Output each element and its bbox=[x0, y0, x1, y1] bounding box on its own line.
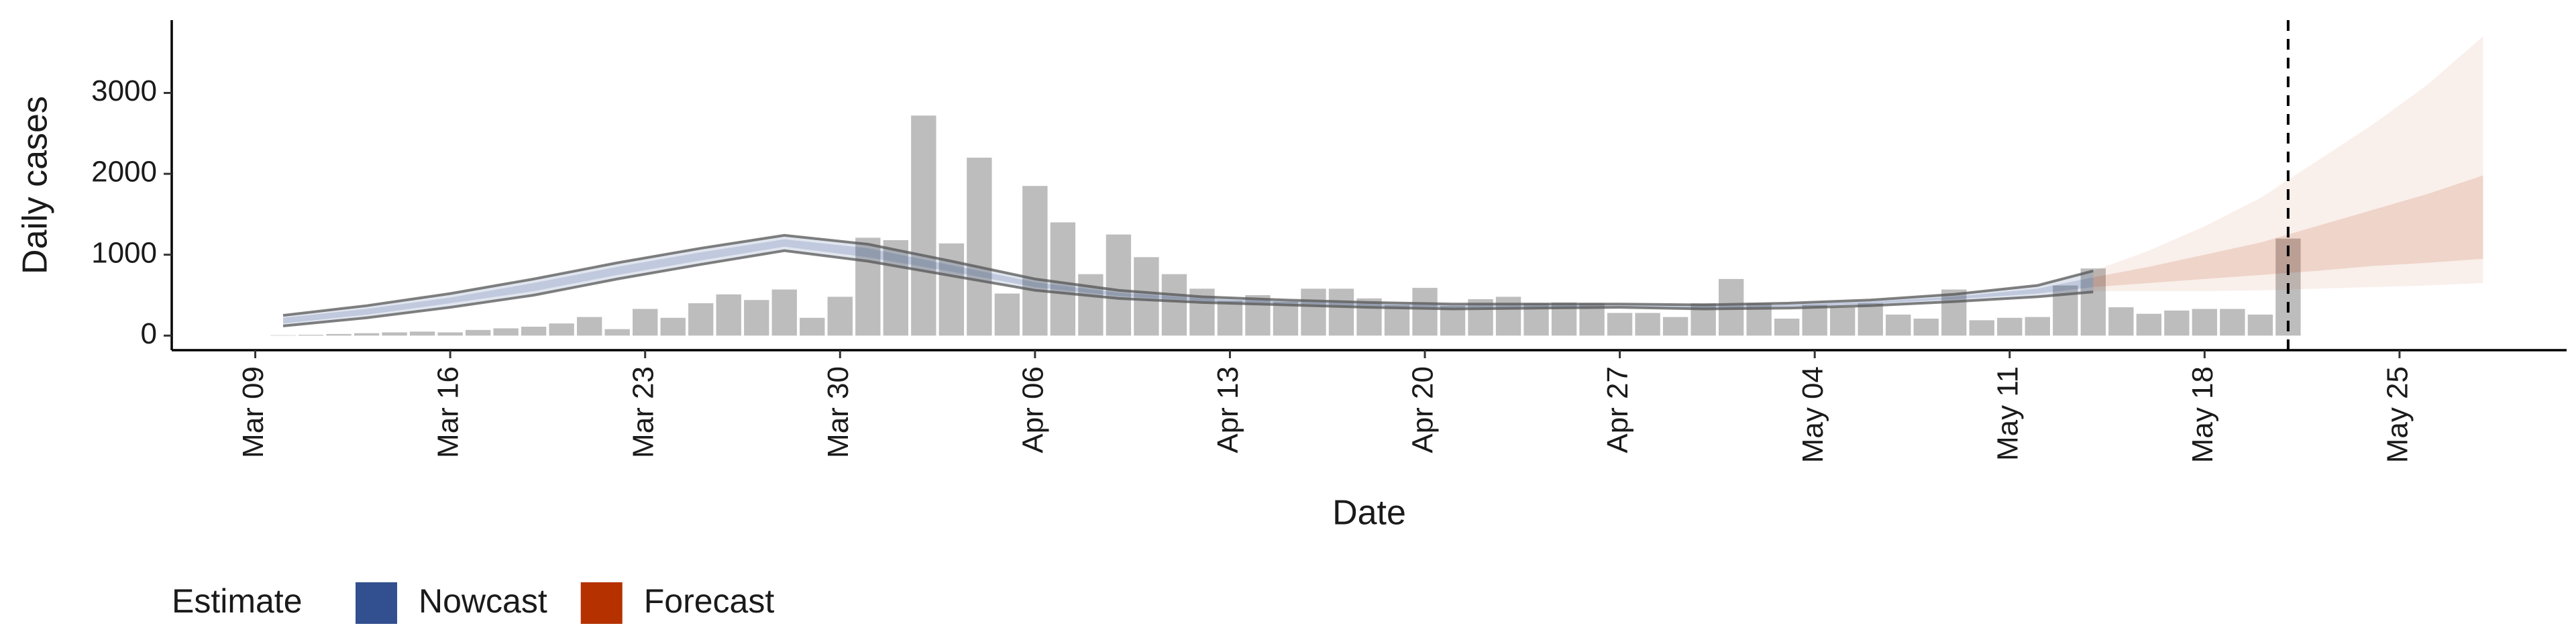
bar bbox=[1328, 288, 1354, 336]
ribbon-90 bbox=[2093, 36, 2483, 291]
bar bbox=[1022, 186, 1048, 336]
bar bbox=[1134, 257, 1159, 336]
x-tick-label: May 18 bbox=[2186, 366, 2219, 463]
bar bbox=[1607, 313, 1633, 336]
bar bbox=[2220, 309, 2245, 336]
bar bbox=[382, 332, 407, 336]
bound-line bbox=[282, 233, 2094, 317]
legend-label: Forecast bbox=[644, 582, 775, 620]
bar bbox=[354, 333, 380, 336]
bar bbox=[2192, 309, 2218, 336]
x-tick-label: May 25 bbox=[2381, 366, 2414, 463]
bar bbox=[1802, 305, 1827, 336]
bar bbox=[1662, 317, 1688, 336]
bar bbox=[1356, 298, 1382, 336]
bar bbox=[1384, 305, 1410, 336]
bar bbox=[2108, 307, 2134, 336]
x-tick-label: Mar 16 bbox=[432, 366, 465, 458]
bar bbox=[855, 237, 881, 336]
y-tick-label: 1000 bbox=[91, 236, 157, 269]
x-tick-label: Apr 13 bbox=[1212, 366, 1244, 453]
legend-swatch bbox=[356, 582, 397, 624]
bar bbox=[465, 329, 491, 336]
bar bbox=[1886, 314, 1911, 336]
y-axis-title: Daily cases bbox=[16, 96, 55, 274]
bar bbox=[604, 329, 630, 336]
bar bbox=[744, 300, 769, 336]
bar bbox=[2080, 268, 2106, 336]
x-tick-label: Apr 27 bbox=[1601, 366, 1634, 453]
bar bbox=[2025, 317, 2050, 336]
bar bbox=[409, 331, 435, 336]
x-tick-label: May 11 bbox=[1991, 366, 2024, 461]
bar bbox=[911, 115, 936, 336]
x-tick-label: Mar 30 bbox=[822, 366, 855, 458]
bar bbox=[1969, 320, 1994, 336]
bar bbox=[1635, 313, 1660, 336]
bar bbox=[1161, 274, 1187, 336]
bar bbox=[883, 240, 908, 336]
x-tick-label: Mar 23 bbox=[627, 366, 659, 458]
bar bbox=[1997, 317, 2023, 336]
bar bbox=[2164, 310, 2190, 336]
bar bbox=[437, 332, 463, 336]
bar bbox=[800, 317, 825, 336]
x-tick-label: May 04 bbox=[1796, 366, 1829, 463]
bar bbox=[633, 309, 658, 336]
bar bbox=[576, 317, 602, 336]
bar bbox=[967, 158, 992, 336]
bar bbox=[1440, 305, 1466, 336]
bar bbox=[827, 297, 853, 336]
bar bbox=[1495, 297, 1521, 336]
legend-title: Estimate bbox=[172, 582, 303, 620]
bar bbox=[938, 243, 965, 336]
bar bbox=[549, 323, 574, 336]
bar bbox=[2136, 313, 2162, 336]
bar bbox=[2247, 314, 2273, 336]
bar bbox=[716, 294, 741, 336]
bar bbox=[326, 333, 352, 336]
ribbon-50 bbox=[2093, 175, 2483, 287]
y-tick-label: 3000 bbox=[91, 74, 157, 107]
bar bbox=[1078, 274, 1104, 336]
legend-swatch bbox=[580, 582, 623, 624]
bar bbox=[1858, 303, 1883, 336]
bar bbox=[1217, 301, 1243, 336]
y-tick-label: 2000 bbox=[91, 156, 157, 189]
bar bbox=[1774, 318, 1800, 336]
bar bbox=[1273, 301, 1299, 336]
x-tick-label: Apr 20 bbox=[1407, 366, 1440, 453]
x-tick-label: Mar 09 bbox=[237, 366, 270, 458]
bar bbox=[1913, 318, 1939, 336]
bar bbox=[493, 328, 519, 336]
x-tick-label: Apr 06 bbox=[1016, 366, 1049, 453]
bar bbox=[1245, 295, 1271, 336]
bar bbox=[1106, 234, 1132, 336]
bar bbox=[1830, 307, 1856, 336]
bar bbox=[1301, 288, 1326, 336]
bar bbox=[660, 317, 686, 336]
bar bbox=[521, 327, 547, 336]
bar bbox=[771, 289, 797, 336]
x-axis-title: Date bbox=[1332, 494, 1406, 533]
bar bbox=[994, 293, 1020, 336]
bar bbox=[1412, 288, 1438, 336]
bar bbox=[270, 335, 296, 336]
bar bbox=[1941, 289, 1967, 336]
y-tick-label: 0 bbox=[141, 317, 157, 350]
bar bbox=[1050, 222, 1076, 336]
bar bbox=[688, 303, 714, 336]
legend-label: Nowcast bbox=[419, 582, 547, 620]
bound-line bbox=[282, 249, 2094, 327]
